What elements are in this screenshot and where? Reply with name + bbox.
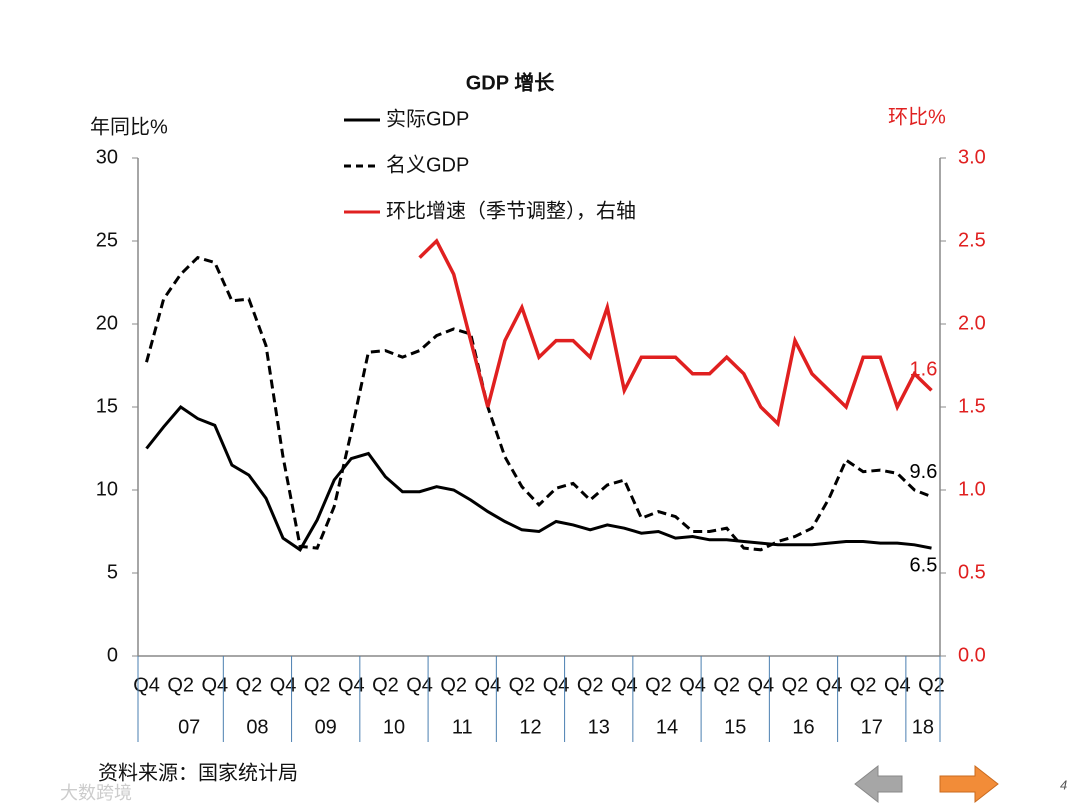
x-tick-label: Q2	[782, 674, 809, 696]
page-number: 4	[1060, 777, 1067, 792]
data-label: 6.5	[910, 554, 938, 576]
prev-button[interactable]	[854, 764, 903, 804]
x-tick-label: Q4	[338, 674, 365, 696]
x-tick-label: Q4	[474, 674, 501, 696]
y2-tick-label: 3.0	[958, 146, 986, 168]
data-label: 1.6	[910, 359, 938, 381]
y-tick-label: 5	[107, 561, 118, 583]
x-tick-label: Q2	[304, 674, 331, 696]
x-group-label: 11	[452, 716, 473, 738]
x-group-label: 08	[246, 716, 268, 738]
y2-tick-label: 1.5	[958, 395, 986, 417]
y2-axis-title: 环比%	[888, 105, 946, 128]
x-group-label: 12	[519, 716, 541, 738]
y-tick-label: 20	[96, 312, 118, 334]
x-tick-label: Q4	[611, 674, 638, 696]
y2-tick-label: 2.0	[958, 312, 986, 334]
x-tick-label: Q2	[440, 674, 467, 696]
x-tick-label: Q2	[509, 674, 536, 696]
next-button[interactable]	[939, 764, 999, 804]
x-tick-label: Q4	[406, 674, 433, 696]
x-tick-label: Q2	[577, 674, 604, 696]
x-tick-label: Q4	[543, 674, 570, 696]
x-tick-label: Q4	[679, 674, 706, 696]
x-tick-label: Q4	[747, 674, 774, 696]
x-group-label: 10	[383, 716, 405, 738]
x-tick-label: Q2	[167, 674, 194, 696]
y2-tick-label: 2.5	[958, 229, 986, 251]
y-tick-label: 0	[107, 644, 118, 666]
x-tick-label: Q4	[133, 674, 160, 696]
y-tick-label: 30	[96, 146, 118, 168]
x-tick-label: Q2	[918, 674, 945, 696]
legend-label: 实际GDP	[386, 107, 469, 130]
x-group-label: 18	[912, 716, 934, 738]
x-tick-label: Q2	[713, 674, 740, 696]
chart-title: GDP 增长	[466, 70, 556, 94]
y-axis-title: 年同比%	[90, 115, 168, 138]
source: 资料来源：国家统计局	[98, 761, 298, 784]
y-tick-label: 10	[96, 478, 118, 500]
series-line	[145, 255, 933, 552]
legend-label: 环比增速（季节调整），右轴	[386, 199, 636, 222]
y2-tick-label: 0.5	[958, 561, 986, 583]
x-group-label: 14	[656, 716, 678, 738]
y2-tick-label: 0.0	[958, 644, 986, 666]
x-group-label: 07	[178, 716, 200, 738]
x-group-label: 09	[315, 716, 337, 738]
x-group-label: 15	[724, 716, 746, 738]
x-tick-label: Q2	[236, 674, 263, 696]
y-tick-label: 15	[96, 395, 118, 417]
x-tick-label: Q4	[816, 674, 843, 696]
series-line	[145, 405, 932, 552]
x-tick-label: Q2	[850, 674, 877, 696]
legend-label: 名义GDP	[386, 153, 469, 176]
x-group-label: 13	[588, 716, 610, 738]
data-label: 9.6	[910, 461, 938, 483]
x-group-label: 17	[861, 716, 883, 738]
x-tick-label: Q2	[645, 674, 672, 696]
y-tick-label: 25	[96, 229, 118, 251]
x-tick-label: Q2	[372, 674, 399, 696]
series-line	[418, 238, 933, 428]
x-tick-label: Q4	[270, 674, 297, 696]
watermark: 大数跨境	[60, 783, 132, 803]
x-tick-label: Q4	[201, 674, 228, 696]
x-tick-label: Q4	[884, 674, 911, 696]
y2-tick-label: 1.0	[958, 478, 986, 500]
x-group-label: 16	[792, 716, 814, 738]
